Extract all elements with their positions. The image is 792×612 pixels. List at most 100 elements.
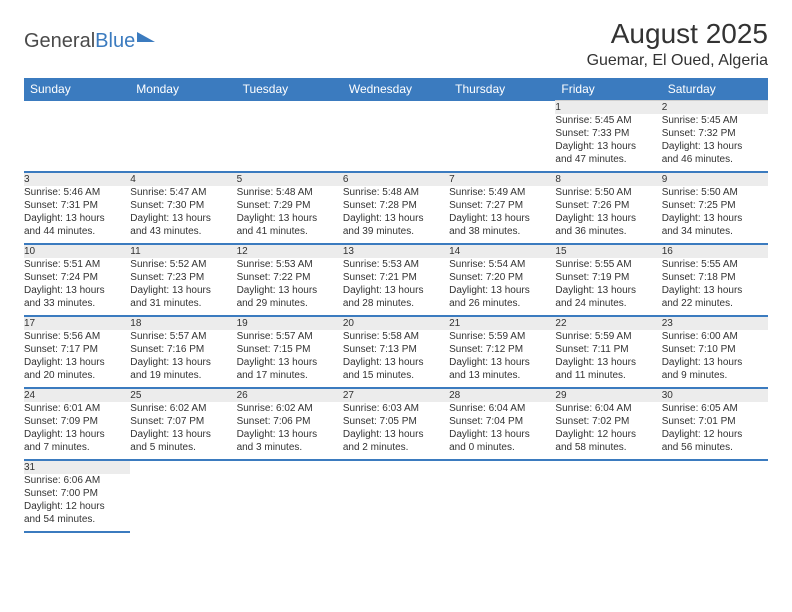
day-number: 21 — [449, 316, 555, 330]
day-number-row: 17181920212223 — [24, 316, 768, 330]
day-number: 1 — [555, 101, 661, 115]
sunrise-line: Sunrise: 5:50 AM — [662, 186, 768, 199]
day-number — [343, 460, 449, 474]
day-data-row: Sunrise: 5:45 AMSunset: 7:33 PMDaylight:… — [24, 114, 768, 172]
daylight-line-1: Daylight: 13 hours — [555, 356, 661, 369]
daylight-line-2: and 38 minutes. — [449, 225, 555, 238]
daylight-line-1: Daylight: 13 hours — [662, 284, 768, 297]
brand-word-2: Blue — [95, 30, 135, 53]
day-header-row: Sunday Monday Tuesday Wednesday Thursday… — [24, 78, 768, 101]
day-header: Wednesday — [343, 78, 449, 101]
day-cell: Sunrise: 5:48 AMSunset: 7:29 PMDaylight:… — [237, 186, 343, 244]
day-number: 10 — [24, 244, 130, 258]
sunset-line: Sunset: 7:11 PM — [555, 343, 661, 356]
sunset-line: Sunset: 7:32 PM — [662, 127, 768, 140]
sunrise-line: Sunrise: 5:45 AM — [662, 114, 768, 127]
day-cell — [662, 474, 768, 532]
sunrise-line: Sunrise: 5:55 AM — [662, 258, 768, 271]
daylight-line-1: Daylight: 13 hours — [24, 428, 130, 441]
day-number: 12 — [237, 244, 343, 258]
sunset-line: Sunset: 7:00 PM — [24, 487, 130, 500]
page-header: GeneralBlue August 2025 Guemar, El Oued,… — [24, 18, 768, 70]
day-number: 22 — [555, 316, 661, 330]
sunset-line: Sunset: 7:15 PM — [237, 343, 343, 356]
day-number-row: 10111213141516 — [24, 244, 768, 258]
day-cell — [449, 474, 555, 532]
day-number: 29 — [555, 388, 661, 402]
sunrise-line: Sunrise: 5:51 AM — [24, 258, 130, 271]
daylight-line-2: and 24 minutes. — [555, 297, 661, 310]
day-number: 17 — [24, 316, 130, 330]
sunrise-line: Sunrise: 5:57 AM — [237, 330, 343, 343]
month-title: August 2025 — [587, 18, 768, 50]
day-cell: Sunrise: 6:04 AMSunset: 7:02 PMDaylight:… — [555, 402, 661, 460]
day-cell: Sunrise: 6:02 AMSunset: 7:07 PMDaylight:… — [130, 402, 236, 460]
day-data-row: Sunrise: 6:06 AMSunset: 7:00 PMDaylight:… — [24, 474, 768, 532]
sunset-line: Sunset: 7:26 PM — [555, 199, 661, 212]
daylight-line-1: Daylight: 13 hours — [662, 212, 768, 225]
sunset-line: Sunset: 7:16 PM — [130, 343, 236, 356]
daylight-line-1: Daylight: 13 hours — [662, 356, 768, 369]
day-cell: Sunrise: 5:56 AMSunset: 7:17 PMDaylight:… — [24, 330, 130, 388]
day-number: 15 — [555, 244, 661, 258]
sunrise-line: Sunrise: 5:56 AM — [24, 330, 130, 343]
daylight-line-1: Daylight: 12 hours — [662, 428, 768, 441]
daylight-line-2: and 29 minutes. — [237, 297, 343, 310]
day-number: 30 — [662, 388, 768, 402]
day-cell — [343, 474, 449, 532]
daylight-line-1: Daylight: 13 hours — [555, 212, 661, 225]
day-number — [555, 460, 661, 474]
day-number: 24 — [24, 388, 130, 402]
daylight-line-2: and 5 minutes. — [130, 441, 236, 454]
day-number: 7 — [449, 172, 555, 186]
day-number: 13 — [343, 244, 449, 258]
sunset-line: Sunset: 7:31 PM — [24, 199, 130, 212]
daylight-line-1: Daylight: 13 hours — [449, 356, 555, 369]
day-header: Friday — [555, 78, 661, 101]
daylight-line-2: and 26 minutes. — [449, 297, 555, 310]
daylight-line-1: Daylight: 13 hours — [237, 356, 343, 369]
day-number: 16 — [662, 244, 768, 258]
day-header: Tuesday — [237, 78, 343, 101]
day-cell: Sunrise: 6:01 AMSunset: 7:09 PMDaylight:… — [24, 402, 130, 460]
sunset-line: Sunset: 7:33 PM — [555, 127, 661, 140]
day-cell — [237, 114, 343, 172]
daylight-line-2: and 19 minutes. — [130, 369, 236, 382]
day-number: 11 — [130, 244, 236, 258]
sunrise-line: Sunrise: 6:00 AM — [662, 330, 768, 343]
sunrise-line: Sunrise: 5:59 AM — [449, 330, 555, 343]
daylight-line-2: and 20 minutes. — [24, 369, 130, 382]
sunset-line: Sunset: 7:29 PM — [237, 199, 343, 212]
sunset-line: Sunset: 7:30 PM — [130, 199, 236, 212]
title-block: August 2025 Guemar, El Oued, Algeria — [587, 18, 768, 70]
day-header: Thursday — [449, 78, 555, 101]
sunrise-line: Sunrise: 5:54 AM — [449, 258, 555, 271]
day-cell: Sunrise: 6:05 AMSunset: 7:01 PMDaylight:… — [662, 402, 768, 460]
daylight-line-2: and 17 minutes. — [237, 369, 343, 382]
daylight-line-2: and 11 minutes. — [555, 369, 661, 382]
sunrise-line: Sunrise: 5:47 AM — [130, 186, 236, 199]
sunset-line: Sunset: 7:07 PM — [130, 415, 236, 428]
sunset-line: Sunset: 7:25 PM — [662, 199, 768, 212]
day-number-row: 12 — [24, 101, 768, 115]
daylight-line-2: and 15 minutes. — [343, 369, 449, 382]
day-cell: Sunrise: 5:53 AMSunset: 7:22 PMDaylight:… — [237, 258, 343, 316]
daylight-line-2: and 33 minutes. — [24, 297, 130, 310]
daylight-line-2: and 9 minutes. — [662, 369, 768, 382]
daylight-line-2: and 47 minutes. — [555, 153, 661, 166]
day-cell: Sunrise: 6:03 AMSunset: 7:05 PMDaylight:… — [343, 402, 449, 460]
daylight-line-1: Daylight: 13 hours — [343, 212, 449, 225]
daylight-line-1: Daylight: 13 hours — [343, 284, 449, 297]
sunrise-line: Sunrise: 5:52 AM — [130, 258, 236, 271]
day-cell: Sunrise: 5:49 AMSunset: 7:27 PMDaylight:… — [449, 186, 555, 244]
day-cell: Sunrise: 5:45 AMSunset: 7:32 PMDaylight:… — [662, 114, 768, 172]
day-cell: Sunrise: 5:55 AMSunset: 7:18 PMDaylight:… — [662, 258, 768, 316]
daylight-line-1: Daylight: 13 hours — [449, 428, 555, 441]
sunset-line: Sunset: 7:05 PM — [343, 415, 449, 428]
day-cell: Sunrise: 5:50 AMSunset: 7:25 PMDaylight:… — [662, 186, 768, 244]
day-number: 9 — [662, 172, 768, 186]
sunset-line: Sunset: 7:13 PM — [343, 343, 449, 356]
sunset-line: Sunset: 7:18 PM — [662, 271, 768, 284]
sunrise-line: Sunrise: 5:59 AM — [555, 330, 661, 343]
daylight-line-2: and 7 minutes. — [24, 441, 130, 454]
